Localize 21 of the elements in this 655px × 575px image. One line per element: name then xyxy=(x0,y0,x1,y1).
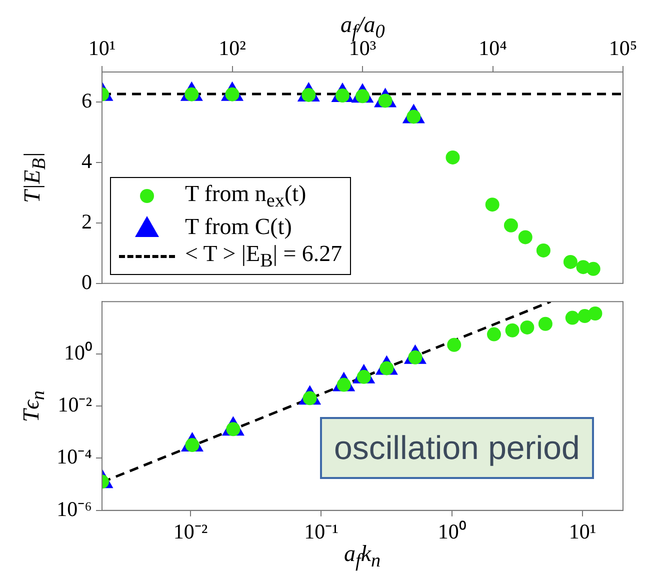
y-tick-label: 2 xyxy=(82,210,92,234)
y-tick-label: 10⁻⁴ xyxy=(56,444,92,469)
y-tick-label: 6 xyxy=(82,88,92,113)
x-tick-label: 10⁰ xyxy=(438,520,466,544)
x-tick-label: 10⁻¹ xyxy=(304,520,338,544)
annotation: oscillation period xyxy=(320,417,594,480)
x-tick-label: 10² xyxy=(218,36,246,60)
x-tick-label: 10⁴ xyxy=(478,36,507,60)
legend-label: T from C(t) xyxy=(185,214,292,239)
x-tick-label: 10¹ xyxy=(88,36,116,60)
x-tick-label: 10¹ xyxy=(568,520,596,544)
y-tick-label: 0 xyxy=(82,270,92,294)
y-tick-label: 10⁻² xyxy=(58,392,92,417)
y-tick-label: 10⁻⁶ xyxy=(56,496,92,521)
legend-label: T from n$_{ex}$(t) xyxy=(185,181,306,212)
x-tick-label: 10⁵ xyxy=(608,36,638,60)
y-tick-label: 4 xyxy=(82,149,92,174)
y-tick-label: 10⁰ xyxy=(64,340,92,364)
x-axis-title: a$_{f}$k$_{n}$ xyxy=(343,540,382,574)
legend-label: < T > |E$_{B}$| = 6.27 xyxy=(185,241,342,272)
x-tick-label: 10⁻² xyxy=(173,520,208,544)
